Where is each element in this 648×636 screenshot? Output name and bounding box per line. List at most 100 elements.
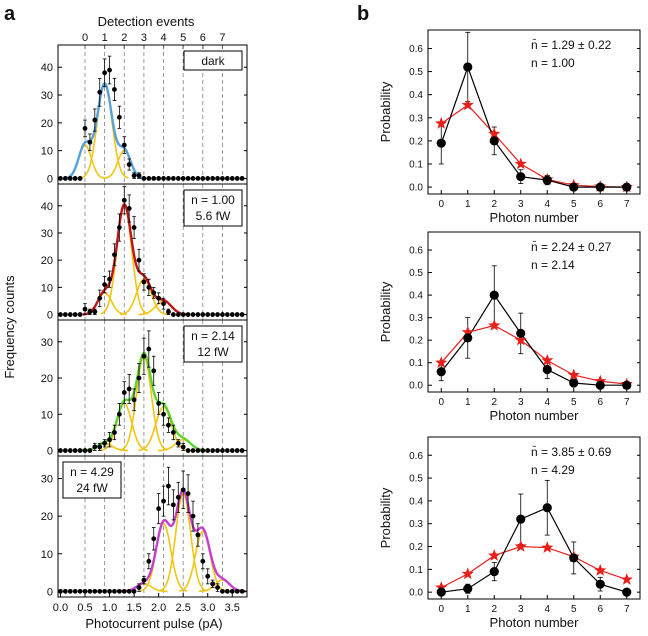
data-point xyxy=(175,312,181,317)
measured-point xyxy=(436,367,446,377)
y-tick-label: 0.3 xyxy=(409,519,423,530)
nbar-annotation: n̄ = 2.24 ± 0.27 xyxy=(531,240,612,254)
x-tick-label: 7 xyxy=(624,604,630,615)
x-tick-label: 1.0 xyxy=(102,602,117,614)
data-point xyxy=(215,176,220,181)
y-tick-label: 0.0 xyxy=(409,588,423,599)
poisson-line xyxy=(441,545,627,589)
data-point xyxy=(224,588,230,594)
data-point xyxy=(107,276,112,282)
poisson-star xyxy=(514,540,527,552)
x-tick-label: 5 xyxy=(571,199,577,210)
data-point xyxy=(67,312,73,317)
y-tick-label: 20 xyxy=(41,373,53,385)
subplot-n4: 0 10 20 30 n = 4.29 24 fW xyxy=(41,455,248,598)
subplot-n2: 0 10 20 30 n = 2.14 12 fW xyxy=(41,319,248,458)
data-point xyxy=(205,448,211,453)
measured-point xyxy=(622,380,632,390)
x-tick-label: 2 xyxy=(491,199,497,210)
data-point xyxy=(166,176,171,181)
data-point xyxy=(131,173,137,179)
poisson-star xyxy=(514,157,527,170)
data-point xyxy=(141,176,147,181)
x-tick-label: 2.0 xyxy=(151,602,166,614)
subplot-frame xyxy=(427,29,641,195)
y-tick-label: 10 xyxy=(41,146,53,158)
poisson-star xyxy=(594,564,607,576)
data-point xyxy=(102,588,108,594)
y-tick-label: 0.6 xyxy=(409,451,423,462)
x-axis-label: Photon number xyxy=(490,615,580,630)
data-point xyxy=(170,312,176,317)
data-point xyxy=(239,588,245,594)
data-point xyxy=(92,309,98,315)
x-tick-label: 4 xyxy=(544,199,550,210)
data-point xyxy=(229,176,235,181)
x-tick-label: 7 xyxy=(624,199,630,210)
y-tick-label: 0.5 xyxy=(409,474,423,485)
data-point xyxy=(107,67,112,73)
y-tick-label: 10 xyxy=(41,282,53,294)
y-tick-label: 0.2 xyxy=(409,336,423,347)
legend-box xyxy=(183,50,243,71)
y-tick-label: 20 xyxy=(41,118,53,130)
data-point xyxy=(151,176,157,181)
legend-text: 12 fW xyxy=(197,345,229,359)
y-tick-label: 0.0 xyxy=(409,183,423,194)
y-tick-label: 0 xyxy=(47,446,53,458)
data-point xyxy=(161,301,166,307)
x-tick-label: 2 xyxy=(491,604,497,615)
measured-point xyxy=(542,364,552,375)
data-point xyxy=(156,401,162,406)
data-point xyxy=(224,448,230,453)
legend-box xyxy=(183,325,243,363)
y-tick-label: 0.0 xyxy=(409,381,423,392)
n-annotation: n = 1.00 xyxy=(531,56,575,70)
data-point xyxy=(112,87,117,92)
data-point xyxy=(87,588,93,594)
data-point xyxy=(97,444,103,450)
data-point xyxy=(136,257,142,263)
data-point xyxy=(102,440,108,446)
data-point xyxy=(136,585,142,590)
data-point xyxy=(234,312,240,317)
x-tick-label: 1 xyxy=(465,199,471,210)
data-point xyxy=(161,411,166,417)
data-point xyxy=(239,176,245,181)
poisson-star xyxy=(594,374,607,387)
x-axis-label: Photon number xyxy=(490,408,580,423)
measured-point xyxy=(489,136,499,146)
measured-point xyxy=(516,172,526,182)
top-tick-label: 2 xyxy=(121,32,127,44)
y-tick-label: 0.2 xyxy=(409,542,423,553)
data-point xyxy=(190,448,196,453)
data-point xyxy=(72,448,78,453)
x-tick-label: 2.5 xyxy=(176,602,191,614)
data-point xyxy=(107,588,112,594)
top-axis-label: Detection events xyxy=(98,14,195,29)
y-tick-label: 0.6 xyxy=(409,44,423,55)
data-point xyxy=(77,176,83,181)
x-tick-label: 0 xyxy=(438,604,444,615)
data-point xyxy=(175,494,181,500)
data-point xyxy=(77,312,83,317)
poisson-star xyxy=(567,368,580,381)
measured-point xyxy=(622,182,632,192)
data-point xyxy=(161,498,166,504)
data-point xyxy=(72,588,78,594)
data-point xyxy=(161,176,166,181)
measured-point xyxy=(436,587,446,597)
data-point xyxy=(200,312,206,317)
data-point xyxy=(185,176,191,181)
measured-point xyxy=(463,333,473,343)
top-tick-label: 6 xyxy=(200,32,206,44)
data-point xyxy=(107,437,112,443)
data-point xyxy=(234,588,240,594)
subplot-frame xyxy=(57,455,248,598)
poisson-star xyxy=(541,354,554,366)
poisson-star xyxy=(620,573,633,585)
data-point xyxy=(166,483,171,489)
y-tick-label: 0 xyxy=(47,173,53,185)
poisson-star xyxy=(514,333,527,346)
